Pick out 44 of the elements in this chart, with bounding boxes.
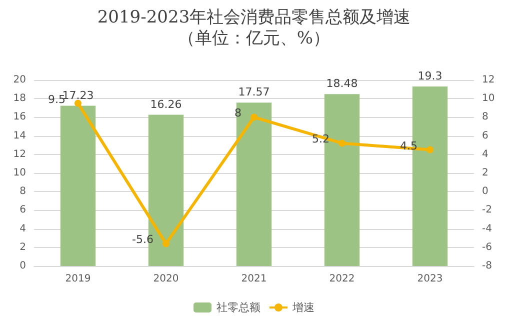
point: [162, 240, 170, 248]
point: [426, 146, 434, 154]
y2-tick-label: -4: [482, 223, 492, 234]
y2-tick-label: 2: [482, 168, 488, 178]
chart-subtitle: （单位：亿元、%）: [178, 28, 330, 48]
y-tick-label: 16: [13, 112, 26, 123]
y2-tick-label: -8: [482, 260, 492, 272]
x-tick-label: 2019: [65, 274, 91, 284]
y-tick-label: 10: [13, 168, 26, 178]
y-tick-label: 20: [13, 74, 26, 86]
data-label: 19.3: [418, 70, 442, 83]
chart-title: 2019-2023年社会消费品零售总额及增速: [97, 8, 411, 28]
y-tick-label: 12: [13, 148, 26, 160]
data-label: 17.57: [238, 86, 270, 99]
y2-tick-label: -6: [482, 242, 492, 253]
y-tick-label: 2: [20, 242, 26, 253]
y2-tick-label: 0: [482, 186, 488, 198]
x-tick-label: 2020: [153, 274, 179, 284]
y2-tick-label: 12: [482, 74, 495, 86]
x-tick-label: 2023: [417, 274, 443, 284]
point: [74, 100, 82, 107]
y-tick-label: 8: [20, 186, 26, 198]
point: [250, 114, 258, 121]
y-tick-label: 0: [20, 260, 26, 272]
x-tick-label: 2021: [241, 274, 267, 284]
point: [338, 140, 346, 147]
data-label: 16.26: [150, 98, 182, 111]
y2-tick-label: 8: [482, 112, 488, 123]
y2-tick-label: 4: [482, 148, 488, 160]
legend-label: 增速: [292, 301, 314, 314]
data-label: 4.5: [400, 139, 418, 152]
data-label: 9.5: [48, 92, 66, 106]
y2-tick-label: 6: [482, 130, 488, 142]
x-tick-label: 2022: [329, 274, 355, 284]
y-tick-label: 4: [20, 223, 26, 234]
bar: [60, 106, 96, 266]
y-tick-label: 6: [20, 204, 26, 216]
y-tick-label: 14: [13, 130, 26, 142]
y2-tick-label: 10: [482, 93, 495, 104]
data-label: 18.48: [326, 77, 358, 90]
bar: [236, 102, 272, 266]
y-tick-label: 18: [13, 93, 26, 104]
legend-label: 社零总额: [216, 301, 260, 314]
y2-tick-label: -2: [482, 204, 492, 216]
